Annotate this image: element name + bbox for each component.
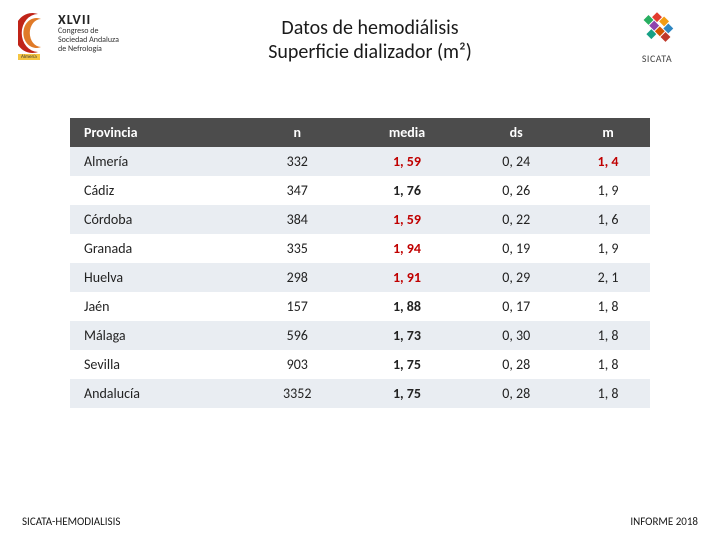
table-cell: Granada — [70, 234, 247, 263]
data-table-container: Provincia n media ds m Almería3321, 590,… — [0, 78, 720, 408]
table-cell: 0, 26 — [466, 176, 566, 205]
table-cell: Cádiz — [70, 176, 247, 205]
table-cell: 0, 24 — [466, 147, 566, 176]
heart-mosaic-icon — [627, 10, 687, 50]
title-line-1: Datos de hemodiálisis — [128, 16, 612, 40]
col-m: m — [566, 118, 650, 147]
table-row: Cádiz3471, 760, 261, 9 — [70, 176, 650, 205]
table-cell: 2, 1 — [566, 263, 650, 292]
table-cell: 1, 75 — [348, 350, 467, 379]
table-row: Jaén1571, 880, 171, 8 — [70, 292, 650, 321]
table-cell: 332 — [247, 147, 348, 176]
table-cell: 1, 4 — [566, 147, 650, 176]
table-cell: Sevilla — [70, 350, 247, 379]
table-cell: 384 — [247, 205, 348, 234]
table-cell: 3352 — [247, 379, 348, 408]
table-row: Almería3321, 590, 241, 4 — [70, 147, 650, 176]
footer-left: SICATA-HEMODIALISIS — [22, 515, 120, 528]
table-cell: 0, 30 — [466, 321, 566, 350]
table-row: Córdoba3841, 590, 221, 6 — [70, 205, 650, 234]
col-ds: ds — [466, 118, 566, 147]
table-cell: 0, 22 — [466, 205, 566, 234]
table-cell: 1, 6 — [566, 205, 650, 234]
title-line-2: Superficie dializador (m²) — [128, 40, 612, 64]
table-cell: 1, 9 — [566, 234, 650, 263]
table-cell: 1, 8 — [566, 292, 650, 321]
table-cell: 596 — [247, 321, 348, 350]
table-cell: Córdoba — [70, 205, 247, 234]
table-cell: Jaén — [70, 292, 247, 321]
table-header: Provincia n media ds m — [70, 118, 650, 147]
table-row: Andalucía33521, 750, 281, 8 — [70, 379, 650, 408]
table-cell: 1, 88 — [348, 292, 467, 321]
page-title: Datos de hemodiálisis Superficie dializa… — [128, 10, 612, 64]
table-row: Málaga5961, 730, 301, 8 — [70, 321, 650, 350]
congress-text: XLVII Congreso de Sociedad Andaluza de N… — [58, 12, 119, 54]
footer-right: INFORME 2018 — [630, 515, 698, 528]
footer: SICATA-HEMODIALISIS INFORME 2018 — [0, 515, 720, 528]
table-cell: 157 — [247, 292, 348, 321]
table-row: Huelva2981, 910, 292, 1 — [70, 263, 650, 292]
table-cell: Andalucía — [70, 379, 247, 408]
table-cell: 1, 8 — [566, 350, 650, 379]
table-cell: 0, 29 — [466, 263, 566, 292]
table-row: Sevilla9031, 750, 281, 8 — [70, 350, 650, 379]
table-cell: 1, 8 — [566, 379, 650, 408]
hemodialysis-table: Provincia n media ds m Almería3321, 590,… — [70, 118, 650, 408]
table-cell: Almería — [70, 147, 247, 176]
crescent-icon — [18, 12, 54, 54]
table-cell: 1, 91 — [348, 263, 467, 292]
table-cell: 335 — [247, 234, 348, 263]
table-cell: 1, 75 — [348, 379, 467, 408]
table-cell: 347 — [247, 176, 348, 205]
table-cell: 1, 59 — [348, 147, 467, 176]
col-n: n — [247, 118, 348, 147]
sicata-logo: SICATA — [612, 10, 702, 62]
col-provincia: Provincia — [70, 118, 247, 147]
table-cell: 1, 94 — [348, 234, 467, 263]
col-media: media — [348, 118, 467, 147]
congress-roman: XLVII — [58, 12, 119, 27]
table-row: Granada3351, 940, 191, 9 — [70, 234, 650, 263]
table-cell: 1, 9 — [566, 176, 650, 205]
table-cell: Málaga — [70, 321, 247, 350]
table-cell: 0, 28 — [466, 379, 566, 408]
table-cell: 1, 59 — [348, 205, 467, 234]
table-cell: 903 — [247, 350, 348, 379]
header: XLVII Congreso de Sociedad Andaluza de N… — [0, 0, 720, 78]
table-cell: 298 — [247, 263, 348, 292]
congress-logo: XLVII Congreso de Sociedad Andaluza de N… — [18, 10, 128, 62]
sicata-label: SICATA — [612, 52, 702, 65]
table-body: Almería3321, 590, 241, 4Cádiz3471, 760, … — [70, 147, 650, 408]
table-cell: 0, 17 — [466, 292, 566, 321]
table-cell: Huelva — [70, 263, 247, 292]
table-cell: 0, 19 — [466, 234, 566, 263]
table-cell: 1, 8 — [566, 321, 650, 350]
table-cell: 1, 73 — [348, 321, 467, 350]
table-cell: 1, 76 — [348, 176, 467, 205]
congress-place: Almería — [18, 54, 40, 60]
table-cell: 0, 28 — [466, 350, 566, 379]
